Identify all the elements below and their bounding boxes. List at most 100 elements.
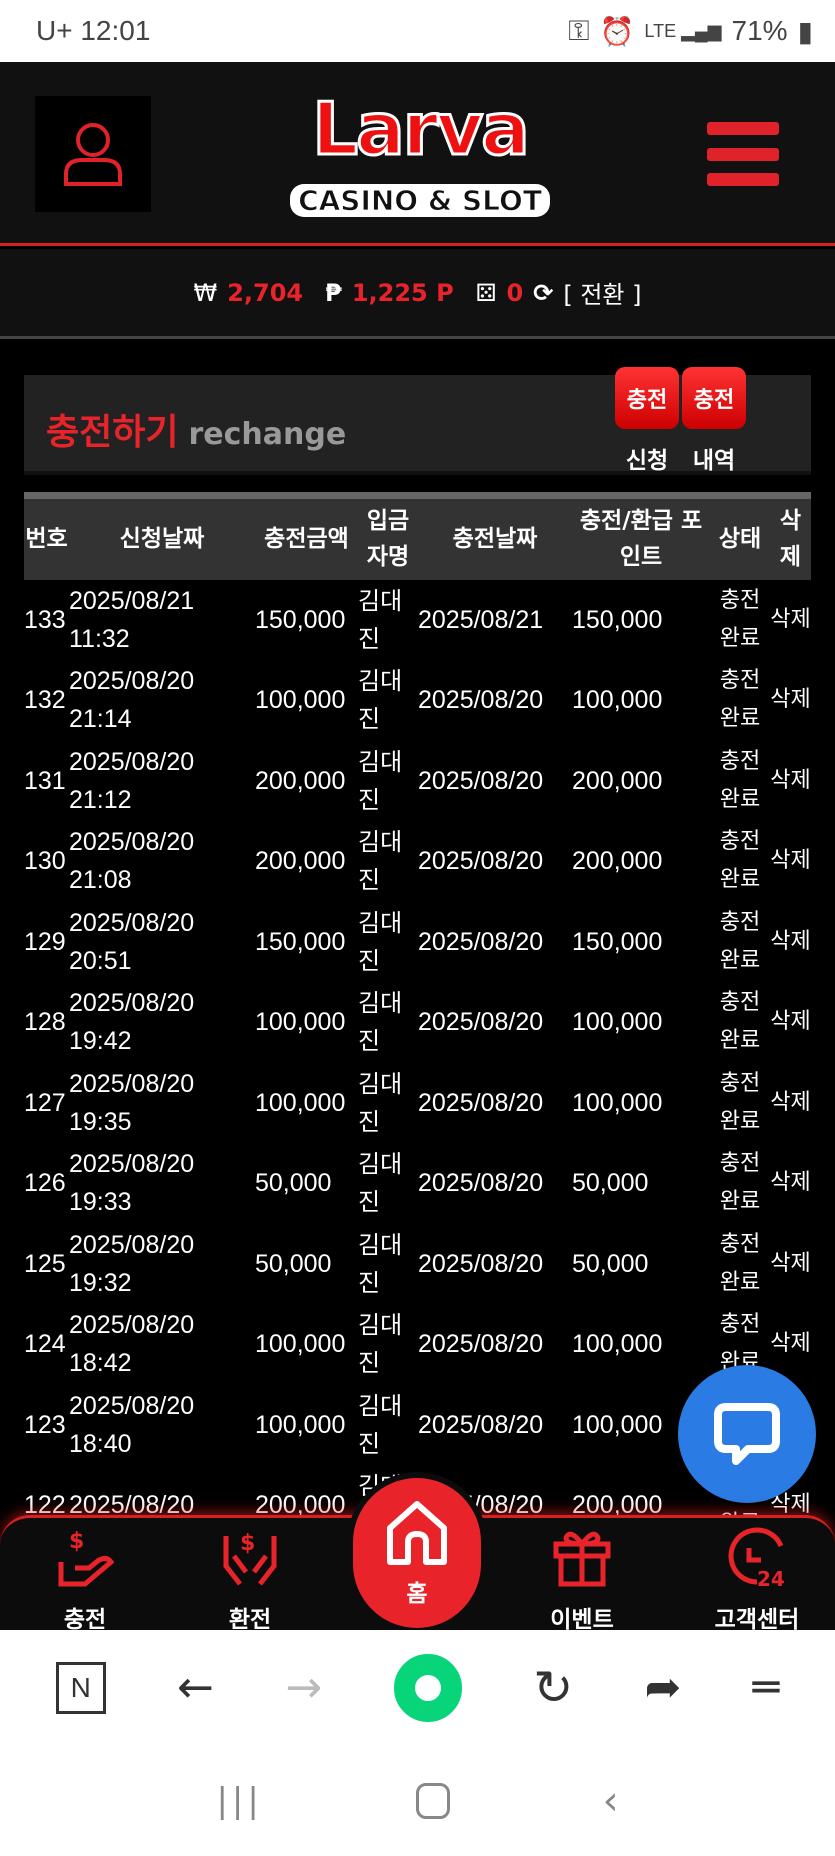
row-delete-button[interactable]: 삭제	[770, 1250, 811, 1276]
table-row: 127 2025/08/20 19:35 100,000 김대진 2025/08/…	[24, 1063, 811, 1144]
naver-n-icon[interactable]: N	[55, 1661, 106, 1714]
row-delete-button[interactable]: 삭제	[770, 928, 811, 954]
share-icon[interactable]: ➦	[644, 1662, 682, 1713]
row-delete-button[interactable]: 삭제	[770, 606, 811, 632]
nav-withdraw-label: 환전	[228, 1607, 272, 1633]
row-points: 150,000	[572, 927, 663, 956]
user-button[interactable]	[35, 96, 151, 212]
row-no: 129	[24, 927, 66, 956]
row-points: 100,000	[572, 1008, 663, 1037]
row-request-datetime: 2025/08/20 21:08	[69, 821, 255, 902]
svg-text:$: $	[240, 1531, 255, 1556]
home-button-icon[interactable]	[415, 1782, 450, 1819]
table-header: 번호 신청날짜 충전금액 입금자명 충전날짜 충전/환급 포인트 상태 삭제	[24, 495, 811, 580]
row-delete-button[interactable]: 삭제	[770, 1492, 811, 1517]
row-delete-button[interactable]: 삭제	[770, 767, 811, 793]
row-delete-button[interactable]: 삭제	[770, 1089, 811, 1115]
nav-event[interactable]: 이벤트	[527, 1526, 637, 1634]
menu-icon[interactable]: ═	[752, 1662, 780, 1713]
reload-icon[interactable]: ↻	[532, 1659, 574, 1716]
green-dot-icon[interactable]	[393, 1653, 462, 1722]
row-amount: 200,000	[255, 1491, 346, 1517]
row-request-datetime: 2025/08/20 21:14	[69, 660, 255, 741]
row-depositor: 김대진	[358, 1150, 403, 1217]
alarm-icon: ⏰	[599, 15, 635, 47]
row-depositor: 김대진	[358, 828, 403, 895]
nav-withdraw[interactable]: $ 환전	[195, 1526, 305, 1634]
col-points: 충전/환급 포인트	[579, 508, 703, 571]
forward-arrow-icon[interactable]: →	[285, 1662, 323, 1713]
row-points: 200,000	[572, 1491, 663, 1517]
row-request-datetime: 2025/08/20 18:40	[69, 1385, 255, 1466]
main-content[interactable]: 충전하기 rechange 충전 신청 충전 내역 번호 신청날짜 충전금액 입금자명…	[0, 342, 835, 1517]
row-charge-date: 2025/08/20	[418, 766, 544, 795]
row-amount: 100,000	[255, 686, 346, 715]
hamburger-menu-icon[interactable]	[707, 122, 779, 186]
col-amount: 충전금액	[264, 526, 349, 553]
nav-event-label: 이벤트	[550, 1607, 614, 1633]
col-request-date: 신청날짜	[119, 526, 205, 553]
row-points: 50,000	[572, 1169, 649, 1198]
row-points: 200,000	[572, 766, 663, 795]
row-amount: 50,000	[255, 1169, 332, 1198]
row-request-datetime: 2025/08/20 18:42	[69, 1304, 255, 1385]
home-icon	[387, 1501, 447, 1565]
col-status: 상태	[718, 526, 762, 553]
table-row: 124 2025/08/20 18:42 100,000 김대진 2025/08/…	[24, 1304, 811, 1385]
point-balance: 1,225 P	[351, 278, 454, 307]
row-amount: 150,000	[255, 927, 346, 956]
row-amount: 50,000	[255, 1249, 332, 1278]
back-icon[interactable]: ‹	[602, 1777, 619, 1824]
row-request-time: 19:35	[69, 1107, 132, 1136]
row-status: 충전완료	[719, 748, 761, 812]
row-charge-date: 2025/08/20	[418, 1008, 544, 1037]
refresh-icon[interactable]: ⟳	[533, 278, 554, 307]
back-arrow-icon[interactable]: ←	[177, 1662, 214, 1713]
carrier: U+	[36, 15, 73, 46]
table-row: 133 2025/08/21 11:32 150,000 김대진 2025/08/…	[24, 580, 811, 661]
row-request-time: 21:14	[69, 705, 132, 734]
row-request-date: 2025/08/20	[69, 908, 195, 937]
balance-bar: ₩ 2,704 ₱ 1,225 P ⚄ 0 ⟳ [ 전환 ]	[0, 249, 835, 339]
page-title: 충전하기 rechange	[46, 403, 346, 455]
row-depositor: 김대진	[358, 667, 403, 734]
logo[interactable]: Larva CASINO & SLOT	[290, 74, 550, 239]
convert-button[interactable]: [ 전환 ]	[563, 281, 642, 309]
live-chat-button[interactable]	[678, 1365, 816, 1503]
recents-icon[interactable]: |||	[216, 1780, 263, 1821]
nav-support[interactable]: 24 고객센터	[697, 1526, 817, 1634]
nav-home[interactable]: 홈	[353, 1478, 481, 1628]
nav-home-label: 홈	[406, 1581, 428, 1607]
charge-request-button[interactable]: 충전 신청	[615, 367, 679, 475]
nav-deposit[interactable]: $ 충전	[30, 1526, 140, 1634]
row-request-date: 2025/08/20	[69, 1230, 195, 1259]
table-row: 126 2025/08/20 19:33 50,000 김대진 2025/08/2…	[24, 1143, 811, 1224]
row-depositor: 김대진	[358, 1069, 403, 1136]
table-row: 130 2025/08/20 21:08 200,000 김대진 2025/08/…	[24, 821, 811, 902]
row-delete-button[interactable]: 삭제	[770, 687, 811, 713]
withdraw-hands-icon: $	[223, 1531, 277, 1586]
row-depositor: 김대진	[358, 1391, 403, 1458]
row-no: 122	[24, 1491, 66, 1517]
row-request-date: 2025/08/20	[69, 989, 195, 1018]
row-request-datetime: 2025/08/20	[69, 1465, 255, 1517]
bottom-nav: $ 충전 $ 환전 홈 이벤트 24 고객센터	[0, 1478, 835, 1633]
row-delete-button[interactable]: 삭제	[770, 1009, 811, 1035]
charge-history-button[interactable]: 충전 내역	[682, 367, 746, 475]
point-icon: ₱	[325, 278, 342, 307]
battery-level: 71%	[731, 15, 788, 46]
row-amount: 200,000	[255, 766, 346, 795]
row-delete-button[interactable]: 삭제	[770, 1170, 811, 1196]
row-delete-button[interactable]: 삭제	[770, 1331, 811, 1357]
row-request-time: 18:42	[69, 1349, 132, 1378]
support-24-icon: 24	[728, 1527, 785, 1591]
row-request-date: 2025/08/20	[69, 1311, 195, 1340]
charge-request-caption: 신청	[625, 448, 669, 474]
row-request-time: 21:08	[69, 866, 132, 895]
row-amount: 100,000	[255, 1330, 346, 1359]
row-no: 128	[24, 1008, 66, 1037]
row-delete-button[interactable]: 삭제	[770, 848, 811, 874]
row-charge-date: 2025/08/20	[418, 927, 544, 956]
row-points: 100,000	[572, 1330, 663, 1359]
row-request-datetime: 2025/08/20 21:12	[69, 741, 255, 822]
